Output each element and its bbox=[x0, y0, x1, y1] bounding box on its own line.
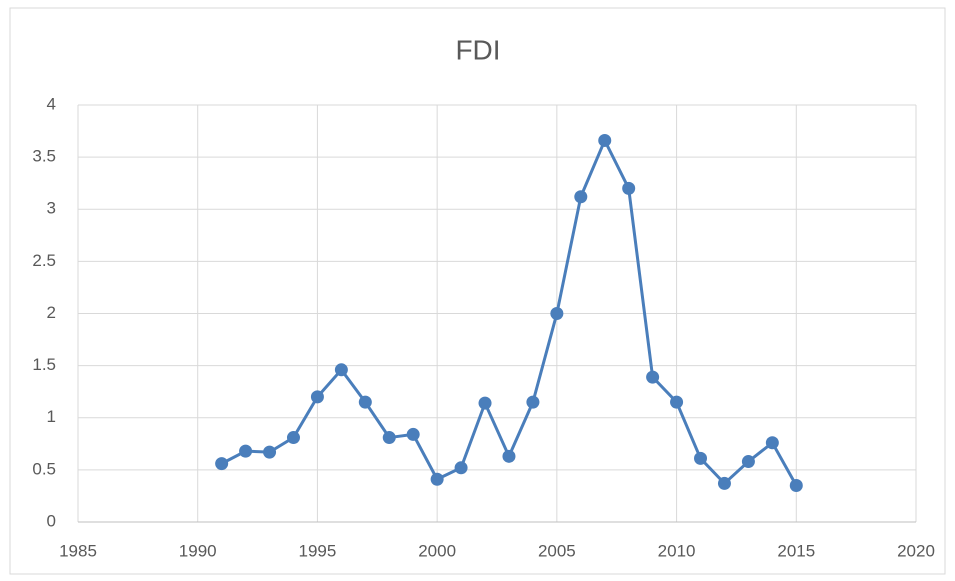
y-tick-label: 0 bbox=[47, 511, 56, 530]
data-point bbox=[334, 363, 348, 377]
data-point bbox=[789, 479, 803, 493]
x-tick-label: 1990 bbox=[179, 541, 217, 560]
x-tick-label: 2015 bbox=[777, 541, 815, 560]
data-point bbox=[670, 395, 684, 409]
y-tick-label: 0.5 bbox=[32, 459, 56, 478]
data-point bbox=[765, 436, 779, 450]
data-point bbox=[526, 395, 540, 409]
data-point bbox=[454, 461, 468, 475]
data-point bbox=[741, 455, 755, 469]
x-tick-label: 1985 bbox=[59, 541, 97, 560]
data-point bbox=[622, 181, 636, 195]
x-tick-label: 1995 bbox=[299, 541, 337, 560]
data-point bbox=[574, 190, 588, 204]
x-tick-label: 2005 bbox=[538, 541, 576, 560]
data-point bbox=[550, 307, 564, 320]
data-point bbox=[598, 133, 612, 147]
data-point bbox=[478, 396, 492, 410]
chart-title: FDI bbox=[455, 34, 500, 65]
data-point bbox=[215, 457, 229, 471]
y-tick-label: 2.5 bbox=[32, 251, 56, 270]
data-point bbox=[310, 390, 324, 404]
x-tick-label: 2000 bbox=[418, 541, 456, 560]
y-tick-label: 4 bbox=[47, 94, 56, 113]
data-point bbox=[239, 444, 253, 458]
data-point bbox=[406, 427, 420, 441]
data-point bbox=[430, 472, 444, 486]
data-point bbox=[382, 431, 396, 445]
data-point bbox=[502, 449, 516, 463]
data-point bbox=[717, 476, 731, 490]
chart-border bbox=[9, 7, 946, 575]
y-tick-label: 3 bbox=[47, 199, 56, 218]
y-tick-label: 3.5 bbox=[32, 147, 56, 166]
data-point bbox=[358, 395, 372, 409]
y-tick-label: 2 bbox=[47, 303, 56, 322]
y-tick-label: 1 bbox=[47, 407, 56, 426]
y-tick-label: 1.5 bbox=[32, 355, 56, 374]
x-tick-label: 2020 bbox=[897, 541, 935, 560]
data-point bbox=[286, 431, 300, 445]
data-point bbox=[263, 445, 277, 459]
x-tick-label: 2010 bbox=[658, 541, 696, 560]
data-point bbox=[694, 451, 708, 465]
data-point bbox=[646, 370, 660, 384]
